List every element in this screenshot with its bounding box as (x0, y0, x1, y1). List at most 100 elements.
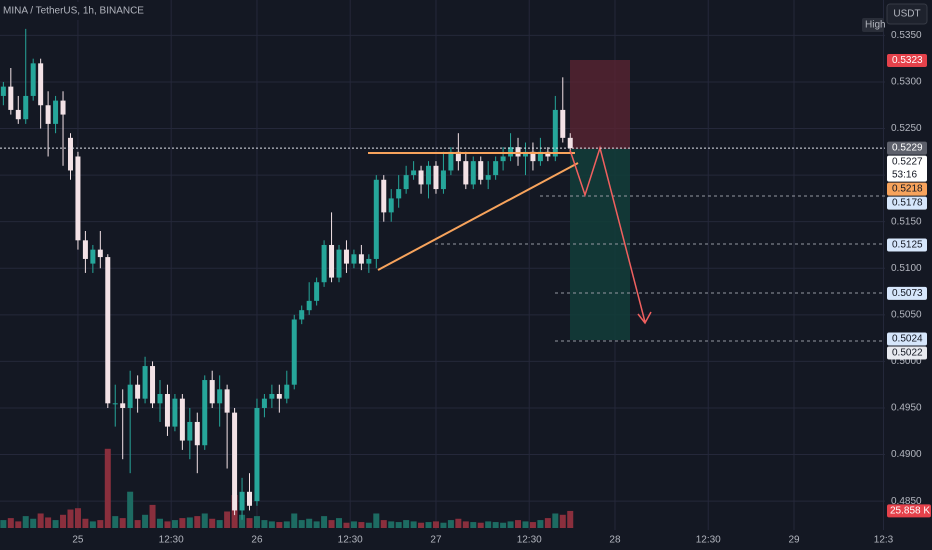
price-tag (887, 286, 927, 300)
candle-body (135, 384, 141, 399)
candle-body (381, 179, 387, 213)
candle-body (164, 394, 170, 427)
volume-bar (276, 522, 283, 528)
volume-bar (544, 518, 551, 528)
candle-body (127, 384, 133, 408)
candles (0, 28, 573, 520)
candle-body (358, 254, 364, 264)
candle-body (463, 161, 469, 185)
currency-label[interactable]: USDT (893, 9, 920, 20)
volume-bar (209, 518, 216, 528)
arrow-head (637, 311, 652, 325)
volume-bar (567, 510, 574, 528)
volume-bar (119, 518, 126, 528)
volume-bar (104, 448, 111, 528)
volume-bar (89, 521, 96, 528)
chart-title: MINA / TetherUS, 1h, BINANCE (3, 6, 144, 17)
candle-body (179, 398, 185, 441)
candle-body (478, 161, 484, 180)
volume-bar (201, 513, 208, 528)
y-tick-label: 0.5000 (891, 356, 922, 367)
x-tick-label: 12:30 (696, 535, 721, 546)
x-tick-label: 27 (430, 535, 442, 546)
candle-body (530, 151, 536, 162)
volume-bar (298, 520, 305, 528)
stop-zone (570, 60, 630, 149)
price-tag (887, 238, 927, 252)
volume-bar (485, 521, 492, 528)
volume-bar (522, 521, 529, 528)
volume-bar (0, 520, 7, 528)
time-axis (0, 530, 932, 550)
volume-bar (537, 520, 544, 528)
x-tick-label: 12:30 (517, 535, 542, 546)
x-tick-label: 12:3 (874, 535, 894, 546)
volume-bar (432, 521, 439, 528)
y-tick-label: 0.4850 (891, 496, 922, 507)
candle-body (299, 310, 305, 320)
volume-bar (350, 521, 357, 528)
candle-body (552, 109, 558, 157)
volume-bar (470, 522, 477, 528)
candle-body (329, 244, 335, 278)
volume-bar (283, 521, 290, 528)
trendline (377, 162, 579, 271)
volume-bar (418, 522, 425, 528)
candle-body (75, 156, 81, 241)
volume-bar (455, 518, 462, 528)
y-tick-label: 0.5250 (891, 123, 922, 134)
candle-body (239, 491, 245, 511)
candle-body (411, 170, 417, 176)
candle-body (30, 63, 36, 96)
volume-bar (336, 518, 343, 528)
x-tick-label: 26 (251, 535, 263, 546)
x-tick-label: 28 (609, 535, 621, 546)
volume-tag-label: 25.858 K (890, 506, 930, 517)
x-tick-label: 12:30 (159, 535, 184, 546)
volume-bar (156, 518, 163, 528)
x-tick-label: 25 (72, 535, 84, 546)
volume-bar (395, 522, 402, 528)
candle-body (336, 249, 342, 278)
volume-bar (425, 522, 432, 528)
candle-body (545, 151, 551, 157)
drawings (368, 145, 885, 342)
high-label: High (865, 20, 886, 31)
candle-body (269, 394, 275, 399)
candle-body (150, 366, 156, 404)
volume-bar (15, 521, 22, 528)
candle-body (306, 300, 312, 311)
candle-body (373, 179, 379, 259)
candle-body (90, 249, 96, 264)
high-label-bg (862, 18, 884, 32)
currency-button[interactable] (886, 3, 928, 25)
y-tick-label: 0.4950 (891, 403, 922, 414)
candle-body (202, 380, 208, 446)
price-tag (887, 155, 927, 182)
projection-arrow (569, 145, 646, 323)
volume-bar (447, 520, 454, 528)
volume-bar (127, 491, 134, 528)
candle-body (60, 100, 66, 115)
volume-bar (358, 522, 365, 528)
volume-bar (313, 521, 320, 528)
volume-bar (291, 513, 298, 528)
axis-labels: 0.4850 0.4900 0.4950 0.5000 0.5050 0.5100 0.51… (72, 30, 922, 546)
candle-body (426, 165, 432, 185)
volume-pane (0, 448, 574, 528)
price-tag-label: 0.5073 (892, 288, 923, 299)
countdown: 53:16 (892, 170, 917, 181)
candle-body (537, 151, 543, 162)
candle-body (23, 95, 29, 120)
volume-bar (45, 517, 52, 528)
candle-body (314, 282, 320, 301)
candle-body (493, 161, 499, 176)
price-axis (885, 0, 932, 550)
title-bg (0, 2, 140, 20)
volume-bar (380, 520, 387, 528)
volume-bar (149, 504, 156, 528)
volume-bar (216, 520, 223, 528)
volume-bar (22, 516, 29, 528)
